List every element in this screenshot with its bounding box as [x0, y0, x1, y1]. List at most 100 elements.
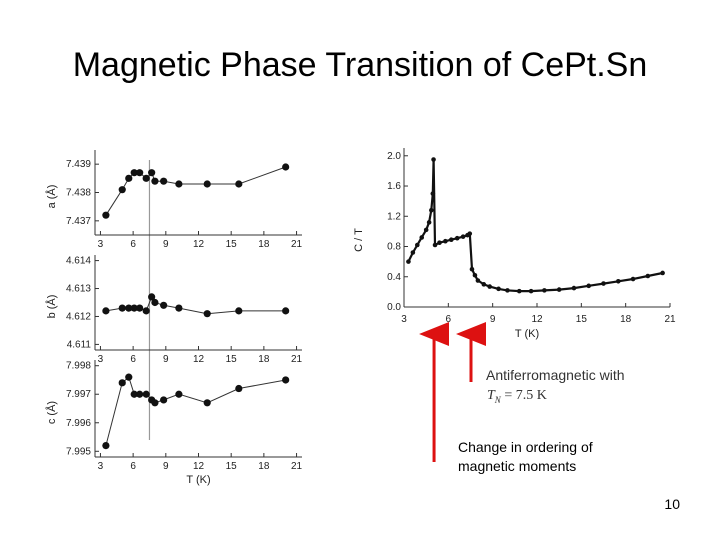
x-axis-label: T (K)	[186, 474, 210, 486]
data-point	[410, 250, 416, 255]
x-tick-label: 12	[531, 314, 543, 325]
x-tick-label: 6	[446, 314, 452, 325]
data-point	[645, 273, 651, 279]
x-tick-label: 15	[226, 461, 238, 472]
slide-title: Magnetic Phase Transition of CePt.Sn	[72, 46, 648, 84]
data-point	[235, 384, 243, 393]
y-axis-label: b (Å)	[45, 295, 58, 319]
data-point	[175, 304, 183, 312]
data-point	[487, 284, 493, 289]
data-point	[151, 177, 159, 185]
data-point	[130, 169, 138, 177]
data-point	[601, 281, 606, 286]
x-tick-label: 9	[163, 354, 169, 365]
slide-number: 10	[664, 496, 680, 512]
afm-annotation: Antiferromagnetic with TN = 7.5 K	[486, 367, 625, 405]
x-tick-label: 18	[258, 354, 270, 365]
data-point	[102, 307, 110, 315]
data-point	[419, 235, 425, 240]
data-point	[130, 304, 138, 312]
afm-label: Antiferromagnetic with	[486, 367, 625, 383]
panel-c: 3 6 9 12 15 18 21 7.995 7.996 7.997 7.998 c (Å) T (K…	[45, 360, 303, 486]
data-point	[203, 180, 211, 188]
data-point	[175, 390, 183, 398]
y-tick-label: 0.4	[387, 272, 401, 283]
y-tick-label: 1.2	[387, 211, 401, 222]
lattice-parameter-panels: 3 6 9 12 15 18 21 7.437 7.438 7.439 a (Å) 3 6 9 12 15 18…	[45, 150, 303, 486]
data-point	[118, 379, 126, 387]
data-point	[282, 307, 290, 315]
x-tick-label: 3	[401, 314, 407, 325]
y-tick-label: 0.8	[387, 242, 401, 253]
data-point	[136, 390, 144, 398]
data-point	[481, 282, 487, 287]
x-axis-label: T (K)	[515, 328, 539, 340]
data-point	[235, 307, 243, 315]
x-tick-label: 18	[258, 239, 270, 250]
x-tick-label: 6	[130, 461, 136, 472]
data-point	[160, 301, 168, 309]
x-tick-label: 3	[98, 354, 104, 365]
x-tick-label: 9	[163, 461, 169, 472]
data-point	[151, 399, 159, 407]
x-tick-label: 12	[193, 239, 205, 250]
y-tick-label: 7.996	[66, 418, 91, 429]
x-tick-label: 3	[98, 239, 104, 250]
x-tick-label: 9	[490, 314, 496, 325]
data-point	[142, 390, 150, 398]
data-point	[475, 278, 481, 283]
data-point	[571, 285, 577, 291]
y-tick-label: 7.995	[66, 446, 91, 457]
data-point	[136, 169, 144, 177]
transition-arrows	[419, 322, 486, 462]
x-tick-label: 3	[98, 461, 104, 472]
data-point	[142, 174, 150, 182]
data-point	[102, 211, 110, 219]
data-point	[542, 288, 547, 293]
y-tick-label: 7.998	[66, 361, 91, 372]
data-point	[160, 177, 168, 185]
y-tick-label: 4.611	[67, 339, 92, 350]
data-point	[282, 376, 290, 384]
y-tick-label: 7.438	[66, 188, 91, 199]
y-tick-label: 0.0	[387, 302, 401, 313]
y-axis-label: c (Å)	[45, 401, 58, 424]
note-text: Change in ordering of magnetic moments	[458, 438, 658, 476]
data-point	[615, 278, 621, 284]
data-point	[102, 441, 110, 450]
data-point	[429, 207, 434, 213]
data-point	[443, 238, 448, 244]
panel-b: 3 6 9 12 15 18 21 4.611 4.612 4.613 4.614 b (Å)	[45, 255, 303, 365]
data-point	[630, 276, 636, 282]
panel-a: 3 6 9 12 15 18 21 7.437 7.438 7.439 a (Å)	[45, 150, 303, 250]
data-point	[469, 266, 475, 272]
data-point	[426, 220, 432, 225]
data-point	[235, 180, 243, 188]
data-point	[505, 288, 510, 293]
data-point	[118, 304, 126, 312]
data-point	[125, 174, 133, 182]
x-tick-label: 18	[620, 314, 632, 325]
y-tick-label: 1.6	[387, 181, 401, 192]
y-tick-label: 7.439	[66, 159, 91, 170]
x-tick-label: 6	[130, 354, 136, 365]
data-point	[516, 288, 522, 294]
data-point	[437, 240, 442, 246]
data-point	[406, 259, 411, 264]
data-point	[454, 235, 460, 241]
data-point	[431, 157, 436, 162]
y-tick-label: 4.612	[66, 311, 91, 322]
x-tick-label: 21	[291, 239, 303, 250]
data-point	[556, 287, 562, 292]
data-point	[203, 399, 211, 407]
x-tick-label: 15	[226, 354, 238, 365]
specific-heat-panel: 3 6 9 12 15 18 21 0.0 0.4 0.8 1.2 1.6 2.0 T (K) C / T	[353, 148, 676, 340]
data-point	[203, 310, 211, 318]
data-point	[448, 237, 454, 243]
data-point	[415, 242, 420, 248]
y-axis-label: a (Å)	[45, 185, 58, 209]
specific-heat-curve	[407, 159, 663, 293]
y-tick-label: 2.0	[387, 151, 401, 162]
x-tick-label: 12	[193, 354, 205, 365]
data-point	[430, 191, 436, 196]
